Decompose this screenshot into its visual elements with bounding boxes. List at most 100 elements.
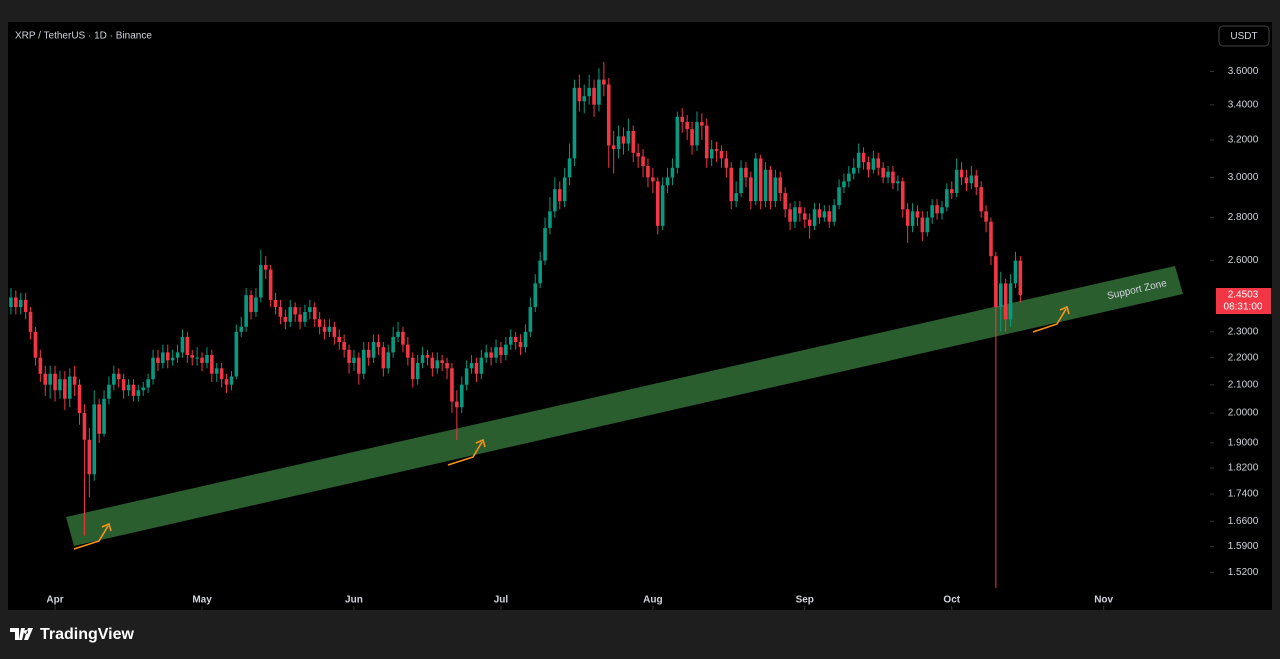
symbol-title: XRP / TetherUS · 1D · Binance: [15, 31, 152, 42]
candle-body: [420, 355, 425, 363]
candle-body: [58, 379, 62, 391]
arrow-head: [475, 438, 486, 448]
candle-body: [170, 357, 175, 361]
candle-body: [332, 326, 337, 337]
x-tick-label: May: [192, 595, 212, 606]
candle-body: [984, 211, 988, 222]
candle-body: [435, 360, 440, 369]
candle-body: [636, 152, 640, 157]
candle-body: [303, 311, 307, 322]
candle-body: [910, 211, 915, 226]
candle-body: [474, 362, 479, 374]
candle-body: [1008, 283, 1013, 320]
candle-body: [523, 331, 528, 348]
candle-body: [210, 355, 214, 374]
candle-body: [758, 158, 763, 202]
candle-body: [190, 355, 195, 358]
candle-body: [254, 297, 258, 312]
candle-body: [817, 209, 822, 218]
candle-body: [219, 368, 224, 380]
candle-body: [832, 205, 836, 222]
candle-body: [685, 122, 689, 130]
candle-body: [802, 213, 807, 220]
candle-body: [224, 379, 229, 385]
candle-body: [165, 352, 170, 361]
y-tick-label: 3.2000: [1228, 135, 1259, 146]
candle-body: [283, 316, 288, 322]
candle-body: [67, 376, 72, 399]
candle-body: [557, 189, 562, 202]
logo-icon: [10, 628, 33, 640]
candle-body: [538, 260, 542, 284]
candle-body: [406, 344, 410, 358]
price-badge: [1216, 288, 1271, 314]
candle-body: [102, 398, 106, 434]
candle-body: [161, 352, 165, 363]
candle-body: [822, 211, 827, 218]
x-tick-label: Apr: [46, 595, 63, 606]
y-tick-label: 1.8200: [1228, 462, 1259, 473]
candle-body: [798, 207, 802, 214]
arrow-head: [1059, 305, 1070, 315]
candle-body: [616, 136, 621, 150]
candle-body: [597, 79, 601, 105]
candle-body: [587, 87, 591, 97]
candle-body: [357, 357, 361, 374]
candle-body: [342, 342, 346, 350]
y-tick-label: 3.6000: [1228, 66, 1259, 77]
candle-body: [494, 347, 498, 358]
candle-body: [582, 96, 587, 102]
candle-body: [954, 169, 959, 194]
candle-body: [807, 219, 812, 226]
candle-body: [48, 373, 52, 385]
candle-body: [430, 357, 435, 369]
y-tick-label: 3.0000: [1228, 172, 1259, 183]
currency[interactable]: USDT: [1230, 31, 1257, 42]
candle-body: [278, 307, 283, 317]
candle-body: [401, 331, 405, 345]
candle-body: [268, 269, 273, 300]
candle-body: [940, 207, 944, 214]
candle-body: [322, 326, 327, 332]
candle-body: [77, 384, 82, 414]
candle-body: [744, 167, 748, 178]
candle-body: [891, 171, 895, 184]
y-tick-label: 2.8000: [1228, 212, 1259, 223]
candles: 1.5200 1.5900 1.6600 1.7400 1.8200 1.9000 2.00…: [9, 61, 1259, 610]
candle-body: [513, 336, 518, 343]
arrow-head: [101, 522, 112, 532]
candle-body: [156, 357, 160, 363]
candle-body: [28, 311, 33, 332]
logo: TradingView: [10, 626, 135, 643]
y-tick-label: 2.0000: [1228, 408, 1259, 419]
y-tick-label: 1.5900: [1228, 541, 1259, 552]
candle-body: [450, 368, 454, 402]
y-tick-label: 1.6600: [1228, 516, 1259, 527]
candle-body: [905, 209, 910, 226]
candle-body: [504, 344, 508, 356]
y-tick-label: 3.4000: [1228, 99, 1259, 110]
candle-body: [974, 175, 979, 188]
candle-body: [548, 211, 552, 228]
candle-body: [753, 158, 758, 202]
candle-body: [886, 171, 890, 178]
candle-body: [288, 307, 293, 322]
candle-body: [528, 307, 533, 332]
candle-body: [121, 379, 126, 391]
candle-body: [925, 217, 930, 233]
support-zone: [66, 266, 1183, 546]
candle-body: [876, 158, 881, 168]
candle-body: [572, 87, 577, 159]
candle-body: [131, 384, 136, 396]
currency-button[interactable]: [1218, 25, 1270, 47]
candle-body: [562, 177, 567, 202]
candle-body: [626, 130, 631, 144]
candle-body: [386, 352, 391, 369]
candle-body: [415, 362, 420, 380]
candle-body: [665, 177, 670, 186]
candle-body: [871, 158, 876, 170]
x-tick-label: Jul: [494, 595, 509, 606]
arrow: [447, 441, 483, 466]
candle-body: [773, 177, 778, 202]
